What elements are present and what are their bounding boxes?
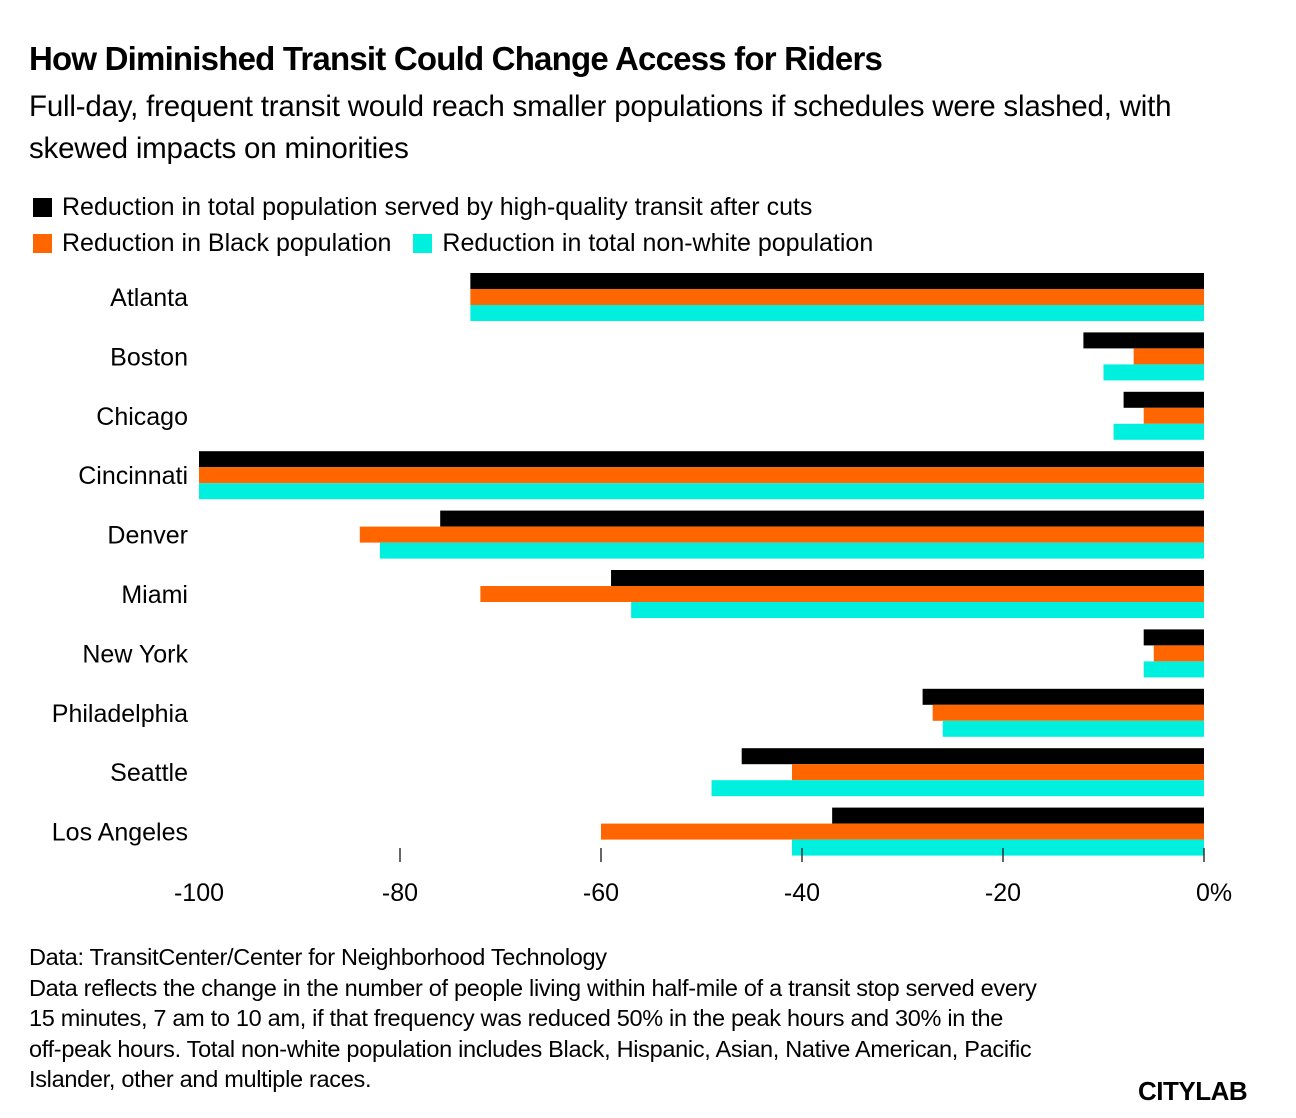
category-group-philadelphia: Philadelphia (52, 688, 1204, 737)
category-label: Los Angeles (52, 819, 188, 847)
category-group-los-angeles: Los Angeles (52, 807, 1204, 856)
bar-total (1123, 391, 1204, 408)
x-tick-label: -40 (784, 879, 820, 907)
category-group-seattle: Seattle (110, 748, 1204, 797)
x-tick-label: -20 (985, 879, 1021, 907)
bar-nonwhite (1103, 364, 1204, 381)
bar-black (1143, 407, 1204, 424)
bar-black (1153, 645, 1204, 662)
legend-row-2: Reduction in Black population Reduction … (33, 229, 895, 258)
bar-total (1143, 629, 1204, 646)
legend-label-nonwhite: Reduction in total non-white population (442, 229, 874, 257)
bar-black (480, 586, 1204, 602)
category-label: Chicago (96, 403, 188, 431)
bar-nonwhite (711, 780, 1204, 797)
category-group-chicago: Chicago (96, 391, 1204, 440)
bar-nonwhite (942, 720, 1204, 737)
category-label: Seattle (110, 759, 188, 787)
category-label: Boston (110, 343, 188, 371)
legend-item-total: Reduction in total population served by … (33, 193, 812, 222)
x-tick-label: -100 (174, 879, 224, 907)
bar-nonwhite (199, 483, 1204, 500)
category-group-boston: Boston (110, 332, 1204, 381)
category-group-new-york: New York (82, 629, 1204, 678)
chart-title: How Diminished Transit Could Change Acce… (29, 40, 883, 77)
legend-label-black: Reduction in Black population (62, 229, 392, 257)
bar-black (199, 467, 1204, 484)
bar-nonwhite (791, 839, 1204, 856)
category-label: Cincinnati (78, 462, 188, 490)
source-note: Data: TransitCenter/Center for Neighborh… (29, 944, 607, 970)
bar-total (1083, 332, 1204, 349)
x-tick-label: -80 (382, 879, 418, 907)
citylab-logo: CITYLAB (1138, 1076, 1248, 1106)
category-label: Denver (107, 522, 188, 550)
bar-chart: Atlanta Boston Chicago Cincinnati Denver Miam… (52, 273, 1232, 907)
category-label: Miami (121, 581, 188, 609)
legend-item-nonwhite: Reduction in total non-white population (413, 229, 873, 258)
footnote: Data: TransitCenter/Center for Neighborh… (29, 942, 1039, 1095)
bar-total (470, 273, 1205, 289)
bar-total (440, 510, 1204, 527)
bar-total (611, 570, 1204, 586)
bar-black (1133, 348, 1204, 365)
bar-total (922, 688, 1204, 705)
category-group-miami: Miami (121, 570, 1204, 618)
bar-black (791, 764, 1204, 781)
category-label: Atlanta (110, 284, 188, 312)
category-label: Philadelphia (52, 700, 188, 728)
bar-black (601, 823, 1204, 840)
bar-black (932, 704, 1204, 721)
legend-swatch-nonwhite (413, 234, 433, 253)
bar-nonwhite (1113, 423, 1204, 440)
category-label: New York (82, 640, 188, 668)
x-tick-label: 0% (1196, 879, 1232, 907)
category-group-denver: Denver (107, 510, 1204, 559)
bar-total (741, 748, 1204, 765)
bar-nonwhite (631, 602, 1204, 618)
bar-black (359, 526, 1204, 543)
bar-total (832, 807, 1204, 824)
bar-total (199, 451, 1204, 468)
legend-row-1: Reduction in total population served by … (33, 193, 834, 222)
x-tick-label: -60 (583, 879, 619, 907)
chart-subtitle: Full-day, frequent transit would reach s… (29, 90, 1172, 165)
legend-label-total: Reduction in total population served by … (62, 193, 813, 221)
bar-black (470, 289, 1205, 305)
methodology-note: Data reflects the change in the number o… (29, 974, 1037, 1093)
bar-nonwhite (1143, 661, 1204, 678)
bar-nonwhite (379, 542, 1204, 559)
legend-swatch-total (33, 198, 52, 217)
legend-item-black: Reduction in Black population (33, 229, 391, 258)
category-group-atlanta: Atlanta (110, 273, 1205, 321)
category-group-cincinnati: Cincinnati (78, 451, 1204, 500)
legend-swatch-black (33, 234, 52, 253)
bar-nonwhite (470, 305, 1205, 321)
